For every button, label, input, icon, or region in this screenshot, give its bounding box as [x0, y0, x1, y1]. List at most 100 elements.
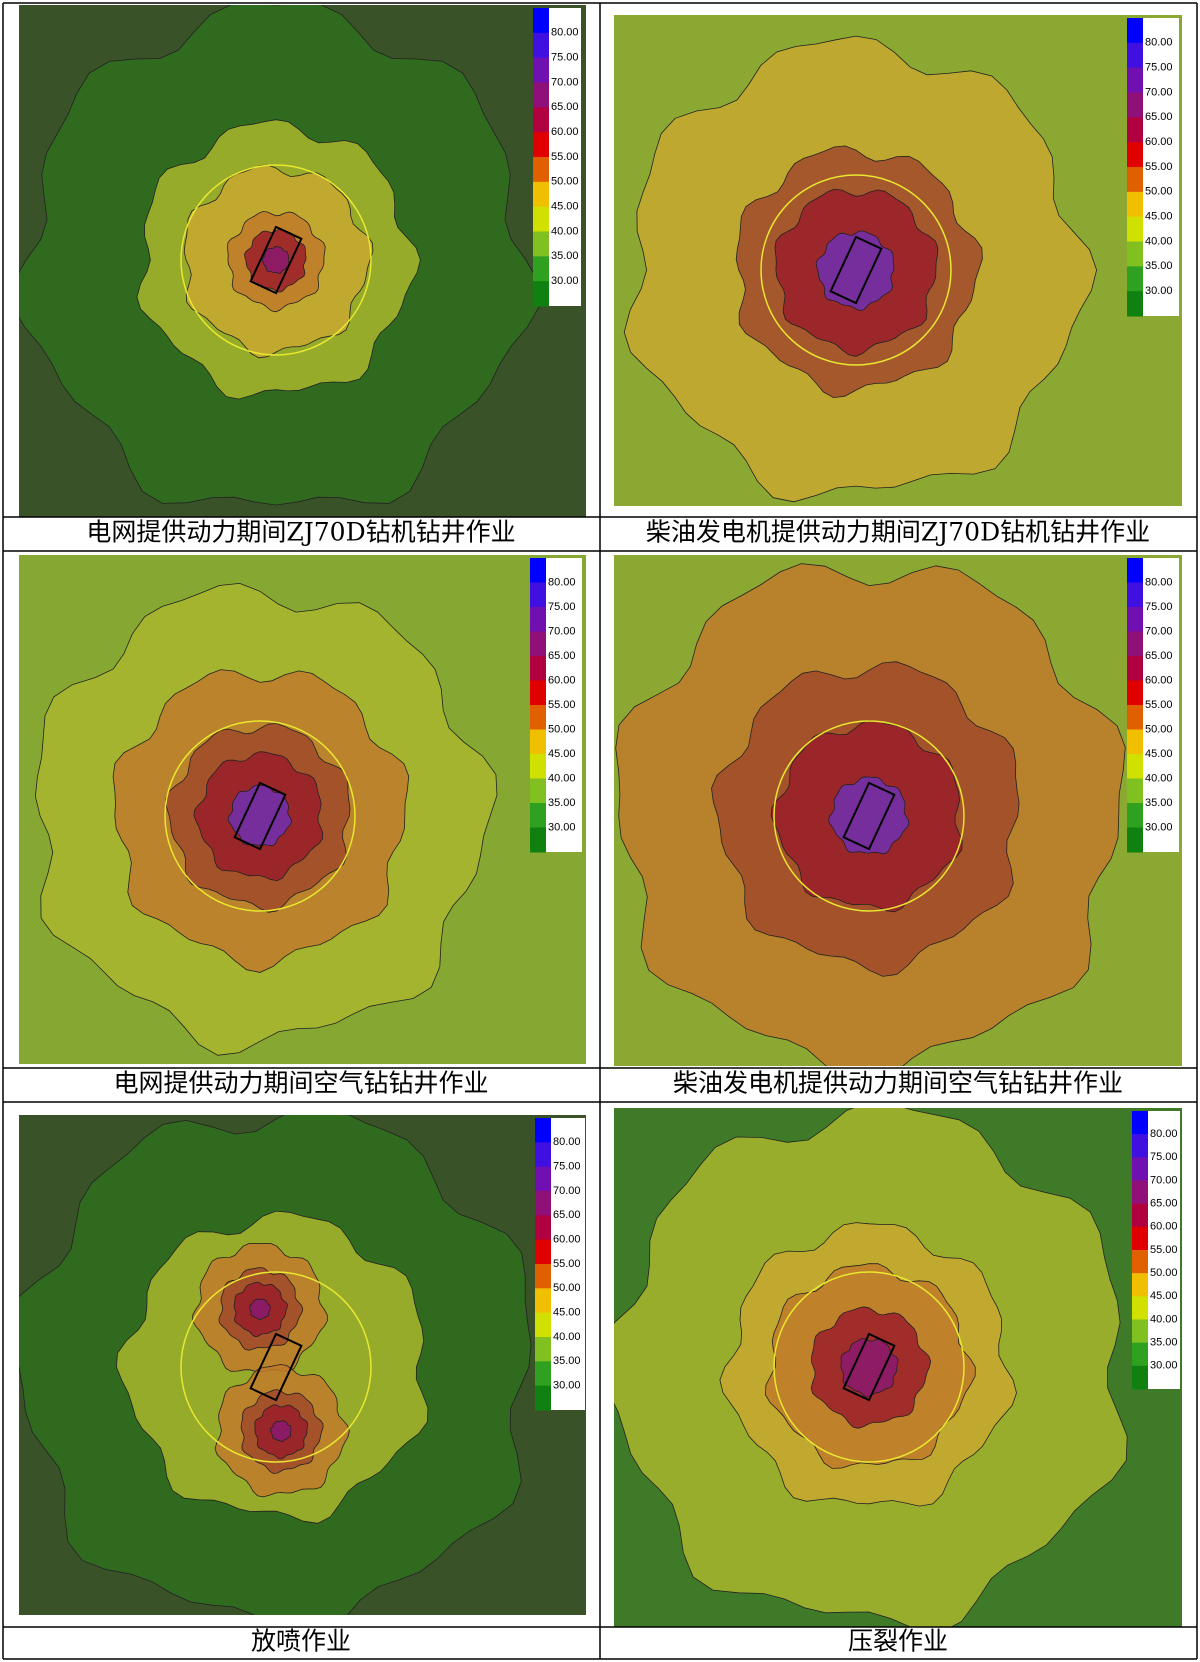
legend-swatch	[1127, 607, 1143, 632]
map-panel: 80.0075.0070.0065.0060.0055.0050.0045.00…	[8, 1105, 586, 1640]
legend-swatch	[530, 656, 546, 681]
legend-swatch	[535, 1215, 551, 1240]
legend-swatch	[1132, 1250, 1148, 1274]
legend-swatch	[1127, 68, 1143, 93]
legend-label: 75.00	[548, 601, 576, 613]
legend-label: 55.00	[1145, 161, 1173, 173]
legend-label: 75.00	[1145, 62, 1173, 74]
legend-label: 80.00	[1145, 37, 1173, 49]
legend-label: 40.00	[551, 225, 579, 237]
legend-label: 50.00	[551, 176, 579, 188]
legend-swatch	[1132, 1111, 1148, 1135]
legend-label: 45.00	[1145, 748, 1173, 760]
legend-swatch	[1132, 1366, 1148, 1390]
page: {"panels": [ {"caption": "电网提供动力期间ZJ70D钻…	[0, 0, 1200, 1662]
legend-label: 45.00	[1150, 1290, 1178, 1302]
legend-swatch	[535, 1386, 551, 1411]
legend-swatch	[535, 1118, 551, 1143]
legend-label: 65.00	[548, 650, 576, 662]
legend-swatch	[1127, 242, 1143, 267]
legend-label: 75.00	[1145, 601, 1173, 613]
legend-label: 70.00	[1150, 1174, 1178, 1186]
legend-label: 55.00	[553, 1258, 581, 1270]
legend-label: 45.00	[551, 201, 579, 213]
map	[598, 1102, 1182, 1633]
legend-label: 80.00	[553, 1136, 581, 1148]
legend-swatch	[535, 1337, 551, 1362]
legend-label: 80.00	[1145, 576, 1173, 588]
legend-swatch	[533, 157, 549, 182]
legend-swatch	[1127, 167, 1143, 192]
caption: 柴油发电机提供动力期间ZJ70D钻机钻井作业	[646, 518, 1150, 547]
legend-swatch	[1127, 18, 1143, 43]
map	[13, 4, 586, 517]
legend-swatch	[1127, 583, 1143, 608]
legend-swatch	[530, 632, 546, 657]
legend-label: 40.00	[1145, 772, 1173, 784]
legend-label: 40.00	[1150, 1313, 1178, 1325]
legend-swatch	[1132, 1204, 1148, 1228]
map-panel: 80.0075.0070.0065.0060.0055.0050.0045.00…	[614, 555, 1182, 1086]
legend-swatch	[1127, 142, 1143, 167]
legend-swatch	[1127, 266, 1143, 291]
legend-swatch	[1127, 705, 1143, 730]
legend-label: 60.00	[548, 674, 576, 686]
legend-swatch	[535, 1142, 551, 1167]
legend-label: 50.00	[1145, 723, 1173, 735]
legend-swatch	[1127, 117, 1143, 142]
legend-swatch	[1127, 803, 1143, 828]
legend-swatch	[1127, 632, 1143, 657]
legend-swatch	[530, 828, 546, 853]
map	[8, 1105, 586, 1640]
legend-label: 65.00	[1150, 1198, 1178, 1210]
legend-label: 50.00	[1150, 1267, 1178, 1279]
map	[19, 555, 586, 1064]
legend-swatch	[533, 33, 549, 58]
legend-swatch	[530, 779, 546, 804]
legend-swatch	[1127, 558, 1143, 583]
legend-label: 50.00	[553, 1282, 581, 1294]
figure-table: 80.00 75.00 70.00 65.00 60.00 55.00 50.00 45.00…	[0, 0, 1200, 1662]
caption: 柴油发电机提供动力期间空气钻钻井作业	[673, 1069, 1123, 1098]
legend-swatch	[1132, 1273, 1148, 1297]
map	[614, 555, 1182, 1086]
legend-swatch	[1127, 754, 1143, 779]
legend-label: 35.00	[553, 1355, 581, 1367]
legend-swatch	[530, 730, 546, 755]
legend-swatch	[1127, 217, 1143, 242]
legend-label: 45.00	[553, 1307, 581, 1319]
legend-swatch	[1132, 1320, 1148, 1344]
legend-label: 80.00	[548, 576, 576, 588]
legend-swatch	[1132, 1343, 1148, 1367]
legend-swatch	[533, 132, 549, 157]
legend-swatch	[535, 1264, 551, 1289]
legend-swatch	[530, 754, 546, 779]
legend-label: 30.00	[1145, 285, 1173, 297]
map-panel: 80.0075.0070.0065.0060.0055.0050.0045.00…	[13, 4, 586, 517]
legend-swatch	[535, 1167, 551, 1192]
legend-label: 70.00	[548, 625, 576, 637]
legend-swatch	[1132, 1227, 1148, 1251]
legend-swatch	[1127, 291, 1143, 316]
legend-swatch	[530, 681, 546, 706]
legend-label: 60.00	[1145, 674, 1173, 686]
legend-label: 80.00	[1150, 1128, 1178, 1140]
legend-swatch	[535, 1240, 551, 1265]
map	[614, 15, 1182, 506]
legend-swatch	[535, 1313, 551, 1338]
legend-label: 70.00	[551, 76, 579, 88]
legend-swatch	[1127, 779, 1143, 804]
legend-label: 55.00	[548, 699, 576, 711]
caption: 电网提供动力期间ZJ70D钻机钻井作业	[86, 518, 515, 547]
legend-swatch	[1127, 828, 1143, 853]
legend-swatch	[1127, 681, 1143, 706]
legend-label: 30.00	[553, 1380, 581, 1392]
legend-label: 35.00	[1150, 1337, 1178, 1349]
legend-label: 60.00	[1145, 136, 1173, 148]
legend-label: 40.00	[1145, 235, 1173, 247]
legend-swatch	[533, 58, 549, 83]
legend-swatch	[1127, 93, 1143, 118]
legend-label: 35.00	[1145, 797, 1173, 809]
legend-label: 35.00	[548, 797, 576, 809]
legend-swatch	[533, 232, 549, 257]
